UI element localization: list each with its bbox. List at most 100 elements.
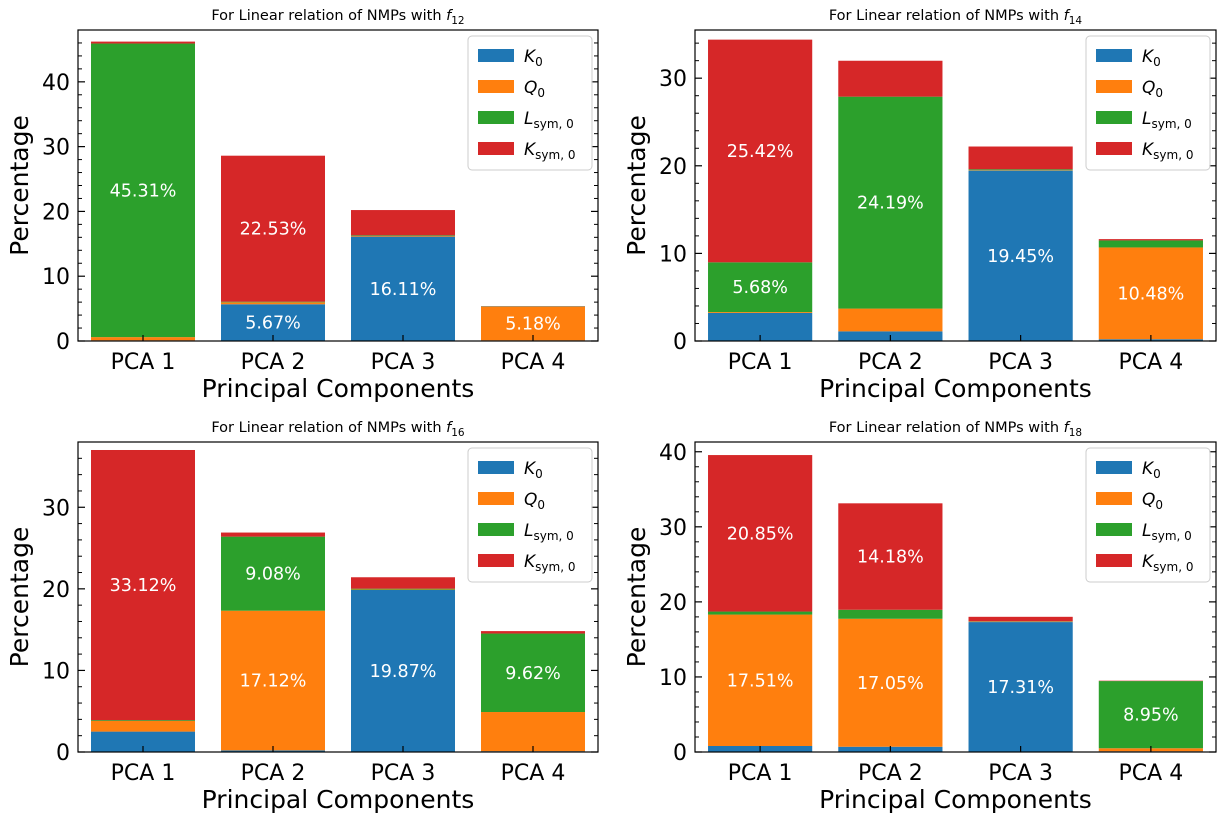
legend: K0 Q0 Lsym, 0 Ksym, 0: [1085, 447, 1211, 583]
bar-Ksym0-pca3: [968, 146, 1073, 170]
y-axis-label: Percentage: [622, 115, 651, 256]
bar-Lsym0-pca4: [1098, 681, 1203, 749]
bar-Lsym0-pca3: [351, 588, 455, 590]
legend-swatch-Lsym0: [478, 523, 514, 536]
legend-swatch-Ksym0: [1096, 554, 1132, 567]
bar-value-label: 9.08%: [245, 565, 301, 585]
legend-label-Q0: Q0: [524, 78, 545, 100]
legend-swatch-Ksym0: [478, 142, 514, 155]
bar-Ksym0-pca1: [91, 41, 195, 44]
bar-K0-pca3: [968, 170, 1073, 341]
y-axis-label: Percentage: [622, 527, 651, 668]
x-axis-label: Principal Components: [202, 374, 475, 403]
bar-Q0-pca2: [221, 302, 325, 305]
bar-value-label: 9.62%: [505, 664, 561, 684]
legend-label-K0: K0: [1142, 459, 1161, 481]
bar-Q0-pca1: [91, 721, 195, 732]
x-tick-label: PCA 3: [988, 761, 1053, 786]
legend-box: [467, 447, 593, 583]
chart-panel-2: For Linear relation of NMPs with f14 5.68…: [622, 8, 1217, 403]
bar-Lsym0-pca1: [708, 262, 813, 313]
x-tick-label: PCA 1: [111, 350, 176, 375]
bar-value-label: 16.11%: [370, 280, 437, 300]
bar-K0-pca3: [351, 589, 455, 752]
bar-Lsym0-pca3: [351, 235, 455, 236]
legend-swatch-Q0: [1096, 80, 1132, 93]
y-tick-label: 20: [42, 578, 70, 603]
legend-label-Q0: Q0: [1142, 78, 1163, 100]
bar-Q0-pca4: [1098, 247, 1203, 340]
bar-Lsym0-pca2: [221, 301, 325, 303]
bar-K0-pca1: [91, 731, 195, 752]
x-tick-label: PCA 3: [371, 350, 436, 375]
x-tick-label: PCA 2: [241, 350, 306, 375]
x-tick-label: PCA 4: [501, 761, 566, 786]
x-tick-label: PCA 2: [241, 761, 306, 786]
legend-swatch-Lsym0: [1096, 523, 1132, 536]
bar-Lsym0-pca2: [221, 536, 325, 611]
legend-label-Lsym0: Lsym, 0: [524, 521, 574, 543]
bar-value-label: 19.87%: [370, 662, 437, 682]
bar-Ksym0-pca3: [351, 210, 455, 236]
x-axis-label: Principal Components: [819, 374, 1092, 403]
x-tick-label: PCA 4: [1119, 350, 1184, 375]
legend: K0 Q0 Lsym, 0 Ksym, 0: [1085, 35, 1211, 171]
plot-frame: [77, 441, 599, 753]
bar-value-label: 19.45%: [987, 247, 1054, 267]
bar-Ksym0-pca4: [1098, 239, 1203, 241]
bar-value-label: 25.42%: [727, 142, 794, 162]
bar-K0-pca3: [351, 236, 455, 341]
bar-value-label: 20.85%: [727, 524, 794, 544]
bar-Lsym0-pca2: [838, 609, 943, 619]
legend-box: [467, 35, 593, 171]
chart-panel-1: For Linear relation of NMPs with f12 45.3…: [5, 8, 599, 403]
y-tick-label: 30: [659, 67, 687, 92]
chart-panel-3: For Linear relation of NMPs with f16 33.1…: [5, 420, 599, 814]
bar-Ksym0-pca4: [481, 631, 585, 634]
legend-box: [1085, 35, 1211, 171]
y-tick-label: 10: [42, 265, 70, 290]
legend-label-Lsym0: Lsym, 0: [1142, 521, 1192, 543]
bar-K0-pca3: [968, 622, 1073, 752]
bar-value-label: 5.68%: [732, 278, 788, 298]
x-tick-label: PCA 4: [1119, 761, 1184, 786]
legend-label-K0: K0: [1142, 47, 1161, 69]
y-tick-label: 0: [56, 741, 70, 766]
bar-Q0-pca4: [481, 712, 585, 752]
x-axis-label: Principal Components: [202, 785, 475, 814]
y-tick-label: 10: [42, 659, 70, 684]
bar-Lsym0-pca1: [91, 43, 195, 338]
bar-value-label: 33.12%: [110, 576, 177, 596]
y-tick-label: 0: [673, 330, 687, 355]
legend-swatch-Q0: [478, 492, 514, 505]
chart-title: For Linear relation of NMPs with f18: [829, 420, 1082, 439]
y-tick-label: 20: [659, 155, 687, 180]
x-tick-label: PCA 4: [501, 350, 566, 375]
bar-Lsym0-pca4: [1098, 240, 1203, 248]
bar-value-label: 5.67%: [245, 314, 301, 334]
bar-Q0-pca3: [351, 235, 455, 237]
chart-title: For Linear relation of NMPs with f16: [211, 420, 465, 439]
bar-Lsym0-pca2: [838, 96, 943, 309]
bar-value-label: 24.19%: [857, 194, 924, 214]
x-tick-label: PCA 1: [728, 350, 793, 375]
y-tick-label: 20: [659, 591, 687, 616]
bar-Ksym0-pca2: [838, 60, 943, 97]
bar-value-label: 17.31%: [987, 678, 1054, 698]
chart-title: For Linear relation of NMPs with f12: [211, 8, 464, 27]
legend-swatch-Ksym0: [1096, 142, 1132, 155]
bar-Q0-pca2: [838, 308, 943, 332]
bar-Q0-pca2: [838, 618, 943, 747]
bar-value-label: 5.18%: [505, 315, 561, 335]
bar-Q0-pca1: [708, 312, 813, 313]
legend-label-Ksym0: Ksym, 0: [1142, 140, 1193, 162]
y-tick-label: 30: [659, 516, 687, 541]
legend: K0 Q0 Lsym, 0 Ksym, 0: [467, 447, 593, 583]
bar-Q0-pca4: [481, 306, 585, 341]
y-axis-label: Percentage: [5, 115, 34, 256]
bar-value-label: 17.12%: [240, 672, 307, 692]
y-tick-label: 10: [659, 242, 687, 267]
bar-Ksym0-pca1: [91, 449, 195, 721]
bar-K0-pca2: [221, 304, 325, 341]
bar-Ksym0-pca1: [708, 39, 813, 263]
